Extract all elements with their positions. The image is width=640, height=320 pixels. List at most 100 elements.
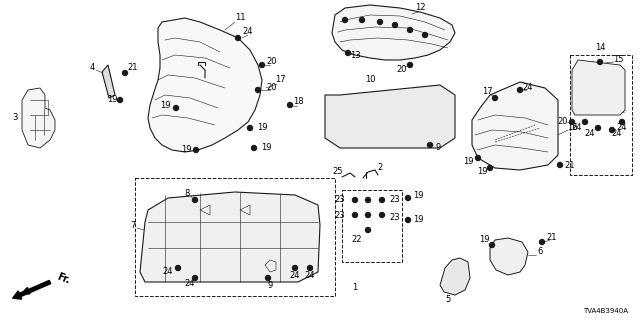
Circle shape xyxy=(365,212,371,218)
Text: 10: 10 xyxy=(365,76,375,84)
Circle shape xyxy=(488,165,493,171)
Polygon shape xyxy=(148,18,262,152)
Circle shape xyxy=(255,87,260,92)
Text: 21: 21 xyxy=(547,234,557,243)
Circle shape xyxy=(353,212,358,218)
Circle shape xyxy=(173,106,179,110)
Text: 16: 16 xyxy=(566,124,577,132)
Text: 5: 5 xyxy=(445,295,451,305)
Circle shape xyxy=(193,276,198,281)
Bar xyxy=(570,55,632,175)
Circle shape xyxy=(365,197,371,203)
Circle shape xyxy=(266,276,271,281)
Circle shape xyxy=(570,119,575,124)
Circle shape xyxy=(380,212,385,218)
Polygon shape xyxy=(325,85,455,148)
Text: 7: 7 xyxy=(131,220,136,229)
Text: 20: 20 xyxy=(267,58,277,67)
Polygon shape xyxy=(572,60,625,115)
Text: 23: 23 xyxy=(335,211,346,220)
Circle shape xyxy=(595,125,600,131)
Circle shape xyxy=(360,18,365,22)
Circle shape xyxy=(193,148,198,153)
Text: 20: 20 xyxy=(557,117,568,126)
Text: 24: 24 xyxy=(585,129,595,138)
Text: 18: 18 xyxy=(292,98,303,107)
Text: 19: 19 xyxy=(413,190,423,199)
Text: 2: 2 xyxy=(378,164,383,172)
Text: 24: 24 xyxy=(163,268,173,276)
Text: 24: 24 xyxy=(572,124,582,132)
Text: 12: 12 xyxy=(415,4,425,12)
Polygon shape xyxy=(102,65,115,98)
Text: 19: 19 xyxy=(413,215,423,225)
Circle shape xyxy=(392,22,397,28)
Text: 20: 20 xyxy=(267,84,277,92)
Circle shape xyxy=(307,266,312,270)
Text: 13: 13 xyxy=(349,51,360,60)
Circle shape xyxy=(406,218,410,222)
Polygon shape xyxy=(440,258,470,295)
Circle shape xyxy=(609,127,614,132)
Circle shape xyxy=(287,102,292,108)
Circle shape xyxy=(175,266,180,270)
Circle shape xyxy=(259,62,264,68)
Polygon shape xyxy=(332,5,455,60)
Circle shape xyxy=(582,119,588,124)
Circle shape xyxy=(557,163,563,167)
Circle shape xyxy=(406,196,410,201)
Text: 24: 24 xyxy=(185,279,195,289)
Circle shape xyxy=(493,95,497,100)
Circle shape xyxy=(476,156,481,161)
Text: 4: 4 xyxy=(90,63,95,73)
Text: 9: 9 xyxy=(435,143,440,153)
Text: 11: 11 xyxy=(235,13,245,22)
Circle shape xyxy=(346,51,351,55)
Text: 19: 19 xyxy=(477,167,487,177)
Circle shape xyxy=(598,60,602,65)
Text: 24: 24 xyxy=(612,129,622,138)
Text: 8: 8 xyxy=(184,189,189,198)
Circle shape xyxy=(252,146,257,150)
Circle shape xyxy=(518,87,522,92)
Circle shape xyxy=(292,266,298,270)
Text: 9: 9 xyxy=(268,282,273,291)
Text: 23: 23 xyxy=(390,213,400,222)
Circle shape xyxy=(118,98,122,102)
Circle shape xyxy=(620,119,625,124)
Circle shape xyxy=(193,197,198,203)
Text: 19: 19 xyxy=(260,143,271,153)
Circle shape xyxy=(422,33,428,37)
Text: 23: 23 xyxy=(390,196,400,204)
Circle shape xyxy=(380,197,385,203)
Polygon shape xyxy=(140,192,320,282)
Circle shape xyxy=(378,20,383,25)
Circle shape xyxy=(365,228,371,233)
Circle shape xyxy=(342,18,348,22)
Text: 19: 19 xyxy=(180,146,191,155)
Text: 6: 6 xyxy=(538,247,543,257)
Circle shape xyxy=(408,62,413,68)
Text: 25: 25 xyxy=(333,166,343,175)
Polygon shape xyxy=(22,88,55,148)
Text: 3: 3 xyxy=(12,114,18,123)
Text: 19: 19 xyxy=(107,95,117,105)
Circle shape xyxy=(353,197,358,203)
Text: 19: 19 xyxy=(257,124,268,132)
Text: 19: 19 xyxy=(160,101,170,110)
Text: 24: 24 xyxy=(617,124,627,132)
Text: 21: 21 xyxy=(128,63,138,73)
Text: 17: 17 xyxy=(275,76,285,84)
Text: 21: 21 xyxy=(564,161,575,170)
Text: 17: 17 xyxy=(482,87,492,97)
Circle shape xyxy=(122,70,127,76)
Text: 23: 23 xyxy=(335,196,346,204)
Circle shape xyxy=(540,239,545,244)
Circle shape xyxy=(428,142,433,148)
Text: 1: 1 xyxy=(353,283,358,292)
Bar xyxy=(342,190,402,262)
FancyArrow shape xyxy=(13,280,51,299)
Circle shape xyxy=(248,125,253,131)
Text: 24: 24 xyxy=(523,84,533,92)
Text: 19: 19 xyxy=(463,157,473,166)
